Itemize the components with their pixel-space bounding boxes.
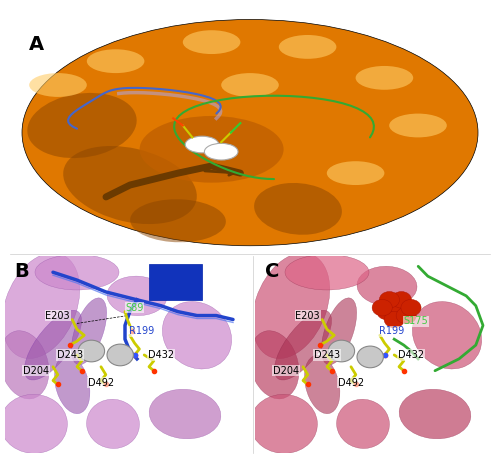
Ellipse shape (22, 20, 478, 246)
Text: D243: D243 (56, 350, 83, 360)
Circle shape (185, 136, 219, 153)
Ellipse shape (140, 116, 284, 183)
Ellipse shape (72, 298, 106, 365)
Circle shape (372, 300, 392, 316)
Circle shape (107, 344, 134, 366)
Ellipse shape (336, 399, 390, 448)
Ellipse shape (35, 255, 119, 290)
Ellipse shape (86, 399, 140, 448)
Circle shape (396, 307, 416, 324)
Ellipse shape (389, 114, 447, 137)
Text: D432: D432 (148, 350, 174, 360)
Ellipse shape (252, 253, 330, 359)
Ellipse shape (0, 394, 68, 453)
Text: R199: R199 (379, 326, 404, 336)
Circle shape (392, 292, 411, 308)
Ellipse shape (412, 301, 482, 369)
Ellipse shape (24, 310, 82, 380)
Text: B: B (14, 262, 30, 281)
Text: D204: D204 (273, 365, 299, 376)
Ellipse shape (149, 389, 221, 439)
Ellipse shape (304, 355, 340, 414)
Ellipse shape (130, 199, 226, 242)
Text: D204: D204 (23, 365, 50, 376)
Circle shape (384, 311, 404, 328)
FancyBboxPatch shape (149, 264, 202, 300)
Circle shape (401, 300, 421, 316)
Ellipse shape (250, 331, 299, 399)
Text: D492: D492 (88, 377, 114, 387)
Text: C: C (264, 262, 279, 281)
Ellipse shape (162, 301, 232, 369)
Ellipse shape (274, 310, 332, 380)
Circle shape (204, 143, 238, 160)
Ellipse shape (63, 146, 197, 224)
Ellipse shape (327, 161, 384, 185)
Text: R199: R199 (129, 326, 154, 336)
Circle shape (380, 292, 400, 308)
Ellipse shape (221, 73, 279, 97)
Ellipse shape (399, 389, 471, 439)
Ellipse shape (2, 253, 80, 359)
Text: S175: S175 (404, 316, 428, 327)
Circle shape (389, 297, 409, 314)
Ellipse shape (87, 49, 144, 73)
Text: D432: D432 (398, 350, 424, 360)
Ellipse shape (279, 35, 336, 59)
Text: A: A (29, 35, 44, 54)
Ellipse shape (54, 355, 90, 414)
Circle shape (357, 346, 384, 368)
Ellipse shape (285, 255, 369, 290)
Ellipse shape (250, 394, 318, 453)
Text: D492: D492 (338, 377, 364, 387)
Ellipse shape (29, 73, 87, 97)
Circle shape (328, 340, 354, 362)
Ellipse shape (254, 183, 342, 235)
Ellipse shape (357, 266, 417, 306)
Ellipse shape (322, 298, 356, 365)
Circle shape (377, 303, 397, 320)
Text: S89: S89 (126, 303, 144, 313)
Ellipse shape (28, 93, 136, 158)
Ellipse shape (107, 276, 167, 316)
Ellipse shape (0, 331, 49, 399)
Text: E203: E203 (296, 311, 320, 321)
Text: E203: E203 (46, 311, 70, 321)
Text: D243: D243 (314, 350, 340, 360)
Ellipse shape (356, 66, 413, 90)
Ellipse shape (183, 30, 240, 54)
Circle shape (78, 340, 104, 362)
